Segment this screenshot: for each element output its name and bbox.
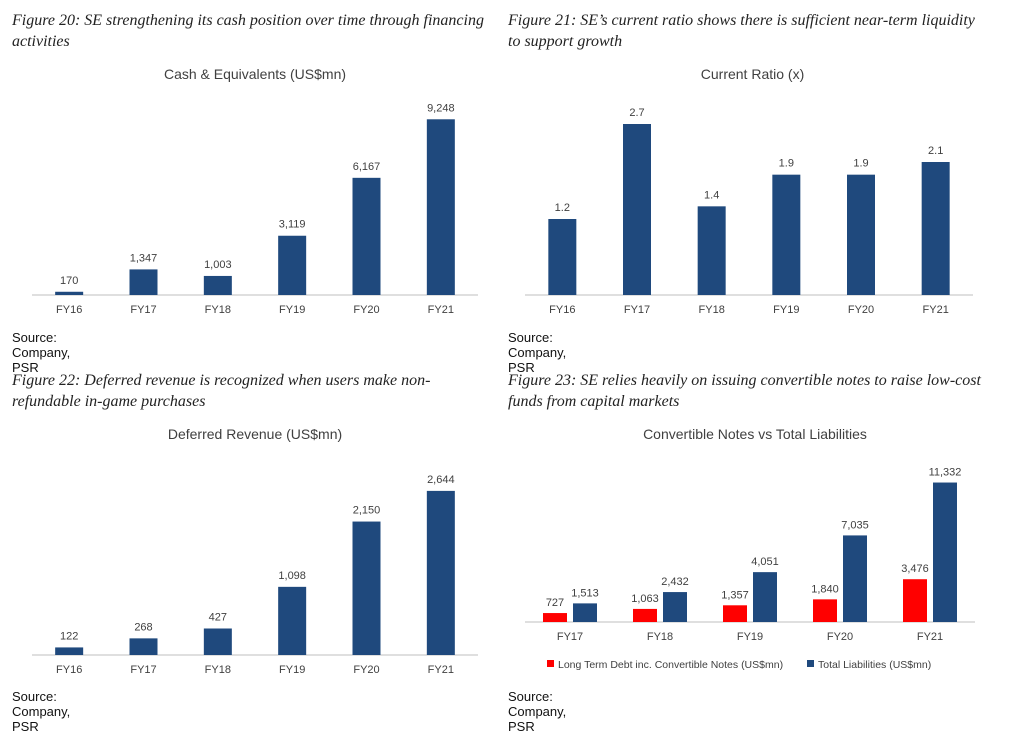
x-tick-label-fy21: FY21	[917, 631, 943, 643]
data-label: 3,476	[901, 563, 929, 575]
figure-20-caption: Figure 20: SE strengthening its cash pos…	[12, 12, 484, 50]
cash-equivalents-chart: Cash & Equivalents (US$mn) FY16 FY17 FY18 FY…	[32, 66, 478, 316]
chart-title: Cash & Equivalents (US$mn)	[164, 66, 346, 82]
bar-liabilities-fy18	[663, 592, 687, 622]
bar-fy17	[129, 269, 158, 295]
bar-liabilities-fy19	[753, 572, 777, 622]
x-tick-label-fy20: FY20	[848, 304, 874, 316]
bar-fy19	[278, 235, 307, 295]
legend-entry-0: Long Term Debt inc. Convertible Notes (U…	[558, 659, 783, 671]
bar-debt-fy21	[903, 579, 927, 622]
x-tick-label-fy16: FY16	[56, 304, 82, 316]
bar-fy20	[847, 174, 875, 295]
bar-fy18	[203, 275, 232, 295]
data-label: 268	[134, 621, 152, 633]
bar-debt-fy19	[723, 605, 747, 622]
convertible-notes-chart: Convertible Notes vs Total Liabilities FY…	[525, 426, 975, 671]
x-tick-label-fy18: FY18	[699, 304, 725, 316]
data-label: 1,513	[571, 587, 599, 599]
x-tick-label-fy19: FY19	[737, 631, 763, 643]
bar-fy21	[426, 490, 455, 655]
legend-swatch-0	[547, 660, 554, 667]
x-tick-label-fy17: FY17	[624, 304, 650, 316]
bar-fy19	[278, 586, 307, 655]
data-label: 3,119	[279, 219, 306, 231]
bar-fy17	[623, 124, 651, 295]
data-label: 1,347	[130, 252, 158, 264]
chart-title: Convertible Notes vs Total Liabilities	[643, 426, 867, 442]
x-tick-label-fy17: FY17	[557, 631, 583, 643]
data-label: 7,035	[841, 519, 869, 531]
data-label: 122	[60, 630, 78, 642]
data-label: 1,840	[811, 583, 839, 595]
x-tick-label-fy17: FY17	[130, 664, 156, 676]
bar-liabilities-fy20	[843, 535, 867, 622]
bar-fy16	[548, 219, 577, 295]
data-label: 727	[546, 597, 564, 609]
data-label: 11,332	[929, 467, 962, 479]
figure-22-caption: Figure 22: Deferred revenue is recognize…	[12, 372, 431, 410]
bar-fy21	[921, 162, 950, 295]
data-label: 2.7	[629, 107, 644, 119]
bar-debt-fy20	[813, 599, 837, 622]
data-label: 1,357	[721, 589, 749, 601]
data-label: 1,098	[278, 570, 306, 582]
x-tick-label-fy21: FY21	[428, 664, 454, 676]
x-tick-label-fy18: FY18	[205, 664, 231, 676]
data-label: 427	[209, 611, 227, 623]
x-tick-label-fy18: FY18	[647, 631, 673, 643]
data-label: 170	[60, 275, 78, 287]
bar-fy20	[352, 521, 381, 655]
figure-21-source: Source: Company, PSR	[508, 330, 567, 375]
data-label: 4,051	[751, 556, 779, 568]
bar-liabilities-fy17	[573, 603, 597, 622]
bar-fy16	[55, 291, 84, 295]
data-label: 1.9	[853, 158, 868, 170]
bar-fy17	[129, 638, 158, 655]
data-label: 1,003	[204, 259, 232, 271]
x-tick-label-fy21: FY21	[923, 304, 949, 316]
x-tick-label-fy16: FY16	[56, 664, 82, 676]
figure-20-source: Source: Company, PSR	[12, 330, 71, 375]
data-label: 2,432	[661, 576, 689, 588]
data-label: 9,248	[427, 102, 455, 114]
x-tick-label-fy20: FY20	[353, 664, 379, 676]
figure-23-caption: Figure 23: SE relies heavily on issuing …	[508, 372, 981, 410]
bar-fy20	[352, 177, 381, 295]
x-tick-label-fy20: FY20	[353, 304, 379, 316]
x-tick-label-fy19: FY19	[279, 664, 305, 676]
chart-title: Current Ratio (x)	[701, 66, 804, 82]
bar-fy18	[203, 628, 232, 655]
data-label: 2,150	[353, 505, 381, 517]
x-tick-label-fy21: FY21	[428, 304, 454, 316]
data-label: 6,167	[353, 161, 381, 173]
bar-fy16	[55, 647, 84, 655]
figure-23-source: Source: Company, PSR	[508, 689, 567, 734]
bar-liabilities-fy21	[933, 482, 957, 622]
legend-swatch-1	[807, 660, 814, 667]
deferred-revenue-chart: Deferred Revenue (US$mn) FY16 FY17 FY18 FY19…	[32, 426, 478, 676]
x-tick-label-fy19: FY19	[773, 304, 799, 316]
data-label: 2.1	[928, 145, 943, 157]
chart-title: Deferred Revenue (US$mn)	[168, 426, 342, 442]
current-ratio-chart: Current Ratio (x) FY16 FY17 FY18 FY19 FY20 FY2…	[525, 66, 973, 316]
figure-21-caption: Figure 21: SE’s current ratio shows ther…	[508, 12, 975, 50]
data-label: 1.4	[704, 189, 719, 201]
bar-debt-fy18	[633, 608, 657, 622]
bar-fy21	[426, 119, 455, 295]
x-tick-label-fy16: FY16	[549, 304, 575, 316]
x-tick-label-fy20: FY20	[827, 631, 853, 643]
figure-22-source: Source: Company, PSR	[12, 689, 71, 734]
data-label: 1,063	[631, 593, 659, 605]
data-label: 1.9	[779, 158, 794, 170]
x-tick-label-fy17: FY17	[130, 304, 156, 316]
data-label: 1.2	[555, 202, 570, 214]
x-tick-label-fy19: FY19	[279, 304, 305, 316]
data-label: 2,644	[427, 474, 455, 486]
bar-debt-fy17	[543, 613, 567, 622]
bar-fy19	[772, 174, 801, 295]
legend-entry-1: Total Liabilities (US$mn)	[818, 659, 931, 671]
bar-fy18	[697, 206, 726, 295]
x-tick-label-fy18: FY18	[205, 304, 231, 316]
